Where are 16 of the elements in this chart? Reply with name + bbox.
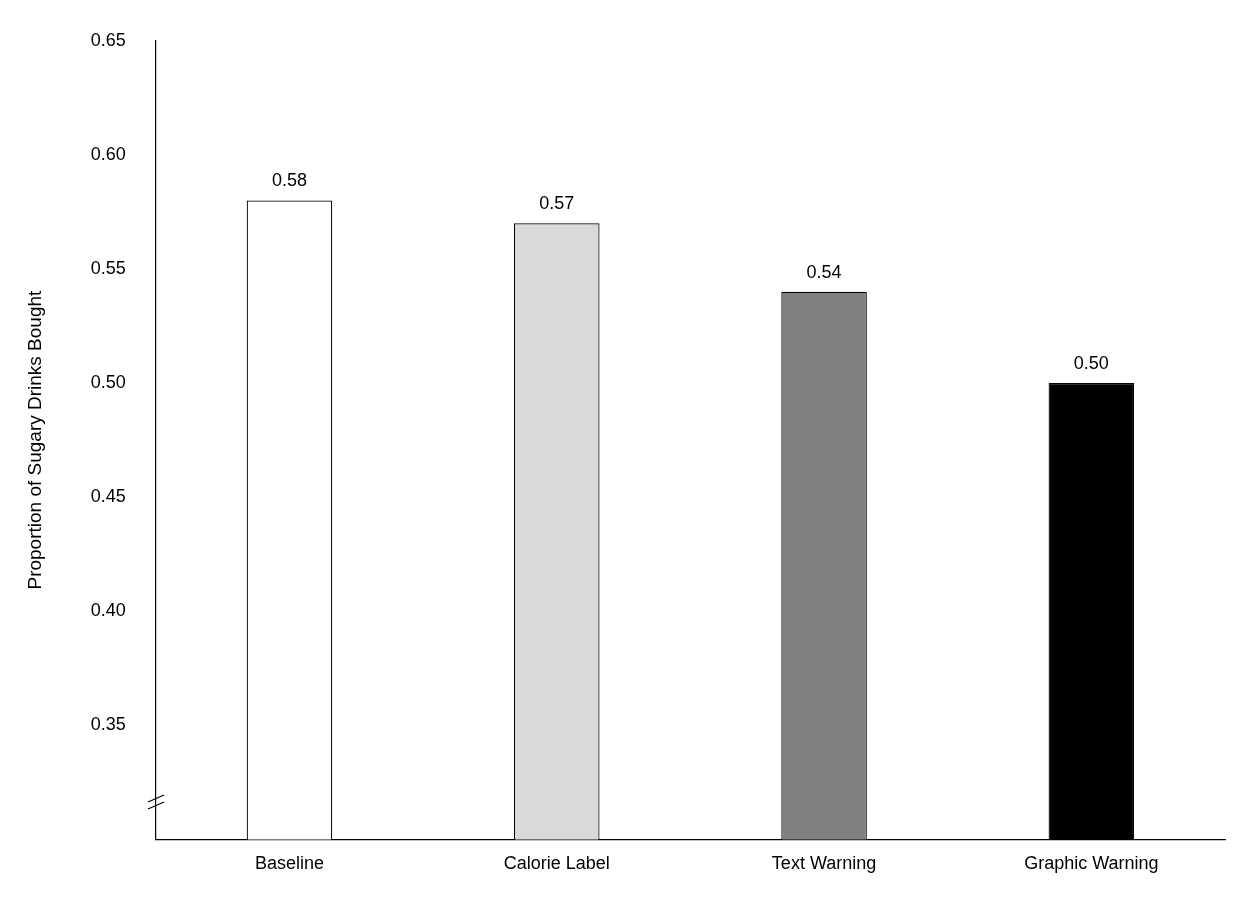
x-tick-label: Text Warning [771, 853, 877, 874]
y-tick-label: 0.35 [90, 714, 126, 735]
y-tick-label: 0.40 [90, 600, 126, 621]
x-tick-label: Baseline [254, 853, 324, 874]
y-axis-title: Proportion of Sugary Drinks Bought [23, 289, 45, 590]
y-tick-label: 0.55 [90, 257, 126, 278]
x-tick-label: Graphic Warning [1024, 853, 1159, 874]
data-label: 0.58 [271, 170, 307, 191]
y-tick-label: 0.60 [90, 143, 126, 164]
data-label: 0.50 [1073, 353, 1109, 374]
y-tick-label: 0.45 [90, 486, 126, 507]
y-tick-label: 0.65 [90, 29, 126, 50]
data-label: 0.54 [806, 261, 842, 282]
data-label: 0.57 [539, 193, 575, 214]
y-tick-label: 0.50 [90, 372, 126, 393]
x-tick-label: Calorie Label [503, 853, 610, 874]
